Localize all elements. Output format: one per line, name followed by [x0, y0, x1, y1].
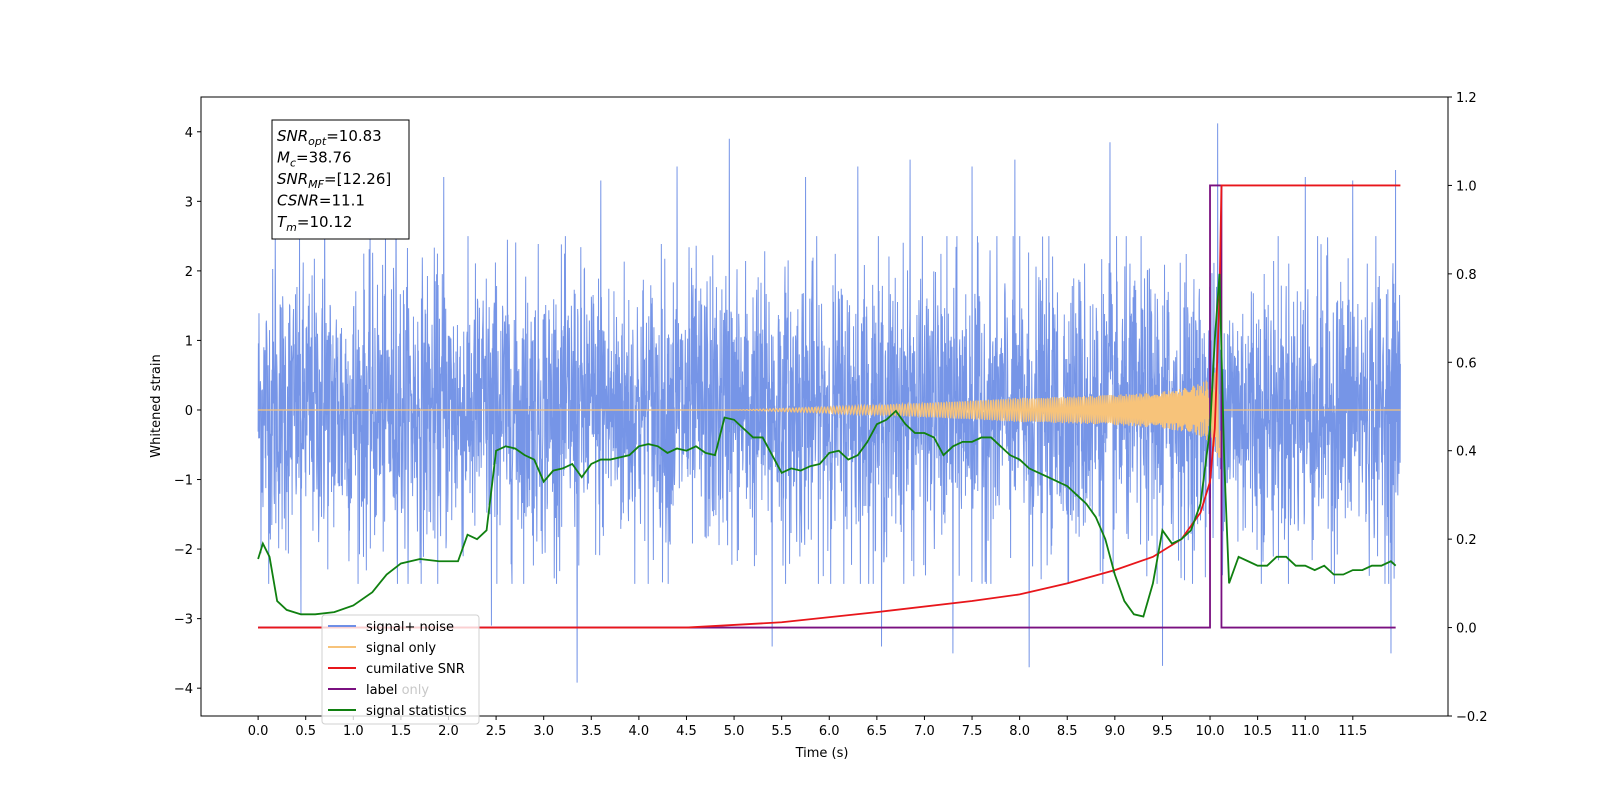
x-tick-label: 4.0	[629, 724, 650, 739]
stats-lines: SNRopt=10.83Mc=38.76SNRMF=[12.26]CSNR=11…	[277, 127, 391, 234]
legend-label: signal only	[366, 641, 436, 656]
y-tick-label: 0	[185, 404, 193, 419]
x-tick-label: 6.0	[819, 724, 840, 739]
stats-line: SNRMF=[12.26]	[277, 170, 391, 191]
legend-overlapped-text: label only	[366, 683, 429, 698]
x-tick-label: 7.0	[914, 724, 935, 739]
y2-tick-label: −0.2	[1456, 710, 1488, 725]
x-tick-label: 0.0	[248, 724, 269, 739]
x-tick-label: 3.0	[533, 724, 554, 739]
legend-label: cumilative SNR	[366, 662, 465, 677]
y2-tick-label: 0.0	[1456, 622, 1477, 637]
x-tick-label: 0.5	[295, 724, 316, 739]
y-axis-label: Whitened strain	[149, 354, 164, 457]
series-signal-statistics-line	[257, 273, 1397, 618]
x-tick-label: 11.5	[1338, 724, 1367, 739]
x-tick-label: 9.0	[1104, 724, 1125, 739]
legend: label only signal+ noise signal only cumil…	[321, 614, 480, 725]
plot-frame	[200, 96, 1449, 717]
y-tick-label: 4	[185, 126, 193, 141]
stats-line: Mc=38.76	[277, 149, 352, 170]
y2-tick-label: 0.6	[1456, 356, 1477, 371]
x-tick-label: 2.5	[486, 724, 507, 739]
legend-label: signal statistics	[366, 704, 467, 719]
x-tick-label: 8.5	[1057, 724, 1078, 739]
stats-line: Tm=10.12	[277, 213, 352, 234]
x-tick-label: 6.5	[867, 724, 888, 739]
y-axis-ticks: −4 −3 −2 −1 0 1 2 3 4	[174, 126, 201, 697]
x-tick-label: 7.5	[962, 724, 983, 739]
y2-axis-ticks: −0.2 0.0 0.2 0.4 0.6 0.8 1.0 1.2	[1448, 91, 1488, 725]
x-tick-label: 5.0	[724, 724, 745, 739]
x-tick-label: 2.0	[438, 724, 459, 739]
x-axis-ticks: 0.0 0.5 1.0 1.5 2.0 2.5 3.0 3.5 4.0 4.5 5.0 5.5 6.0 6…	[248, 716, 1367, 739]
y-tick-label: 3	[185, 195, 193, 210]
y-tick-label: −4	[174, 682, 193, 697]
stats-box: SNRopt=10.83Mc=38.76SNRMF=[12.26]CSNR=11…	[271, 119, 410, 240]
x-tick-label: 10.0	[1196, 724, 1225, 739]
y-tick-label: −2	[174, 543, 193, 558]
y-tick-label: 1	[185, 334, 193, 349]
series-layer	[257, 123, 1401, 683]
x-tick-label: 3.5	[581, 724, 602, 739]
x-tick-label: 11.0	[1291, 724, 1320, 739]
x-tick-label: 4.5	[676, 724, 697, 739]
series-label-line	[258, 184, 1396, 629]
y2-tick-label: 0.2	[1456, 533, 1477, 548]
y2-tick-label: 0.4	[1456, 445, 1477, 460]
series-cumulative-snr-line	[258, 184, 1401, 629]
y-tick-label: −1	[174, 474, 193, 489]
x-tick-label: 10.5	[1243, 724, 1272, 739]
x-tick-label: 1.5	[391, 724, 412, 739]
y-tick-label: −3	[174, 613, 193, 628]
legend-label: label	[366, 683, 397, 698]
y2-tick-label: 1.0	[1456, 179, 1477, 194]
y-tick-label: 2	[185, 265, 193, 280]
y2-tick-label: 0.8	[1456, 268, 1477, 283]
x-tick-label: 1.0	[343, 724, 364, 739]
y2-tick-label: 1.2	[1456, 91, 1477, 106]
x-tick-label: 5.5	[771, 724, 792, 739]
legend-label: signal+ noise	[366, 620, 454, 635]
x-tick-label: 9.5	[1152, 724, 1173, 739]
x-axis-label: Time (s)	[795, 746, 849, 761]
stats-line: CSNR=11.1	[277, 192, 365, 210]
legend-entries: signal+ noise signal only cumilative SNR la…	[328, 620, 467, 719]
x-tick-label: 8.0	[1009, 724, 1030, 739]
stats-line: SNRopt=10.83	[277, 127, 382, 148]
